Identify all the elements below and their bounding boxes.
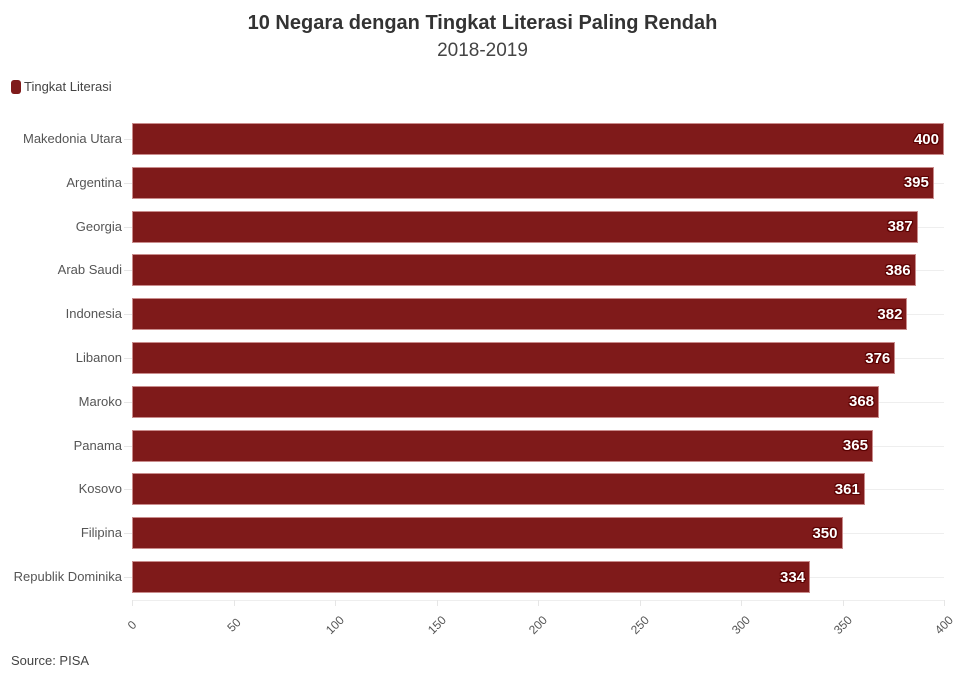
bar-value-label: 376 [865, 349, 891, 367]
y-axis-label: Georgia [75, 218, 122, 234]
legend[interactable]: Tingkat Literasi [11, 79, 112, 94]
x-tick [335, 600, 336, 606]
bar[interactable]: 361 [132, 473, 865, 506]
bar[interactable]: 350 [132, 517, 843, 550]
bar[interactable]: 395 [132, 166, 934, 199]
y-tick [124, 445, 132, 447]
y-axis-label: Panama [73, 437, 122, 453]
bar-value-label: 334 [779, 568, 806, 586]
y-axis-label: Makedonia Utara [23, 131, 122, 146]
x-tick-label: 150 [424, 612, 449, 638]
x-tick-label: 100 [322, 612, 348, 638]
plot-area: Makedonia Utara 400 Argentina 395 Georgia 387… [14, 118, 956, 637]
x-tick-label: 300 [728, 612, 754, 638]
source-note: Source: PISA [11, 653, 90, 668]
y-axis-label: Argentina [66, 174, 122, 190]
x-tick-label: 350 [830, 612, 855, 638]
bar-value-label: 368 [849, 393, 875, 411]
y-axis-label: Republik Dominika [13, 569, 122, 584]
x-tick [132, 600, 133, 606]
x-tick-label: 400 [931, 612, 957, 638]
x-tick [233, 600, 235, 606]
y-tick [124, 577, 132, 578]
x-tick-label: 50 [223, 615, 244, 635]
x-tick [436, 600, 438, 606]
y-axis-label: Kosovo [78, 481, 122, 497]
bar[interactable]: 382 [132, 298, 908, 331]
x-tick-label: 250 [627, 612, 652, 638]
chart-subtitle: 2018-2019 [437, 40, 528, 61]
bar-value-label: 361 [834, 480, 860, 498]
chart-title: 10 Negara dengan Tingkat Literasi Paling… [247, 12, 718, 34]
x-tick [639, 600, 641, 606]
bar[interactable]: 365 [132, 429, 873, 462]
y-tick [124, 182, 132, 184]
y-tick [124, 139, 132, 140]
bar[interactable]: 376 [132, 342, 896, 374]
y-axis-label: Filipina [80, 525, 122, 541]
bar-value-label: 395 [903, 174, 929, 192]
legend-label: Tingkat Literasi [24, 79, 112, 94]
bar-value-label: 382 [877, 305, 903, 323]
bar-value-label: 386 [885, 261, 911, 279]
x-tick-label: 200 [525, 612, 551, 638]
x-tick [741, 600, 742, 606]
y-tick [124, 489, 132, 491]
bar[interactable]: 400 [132, 123, 944, 155]
bar[interactable]: 386 [132, 254, 916, 287]
y-axis-label: Indonesia [65, 306, 122, 322]
y-tick [124, 226, 132, 228]
bar-value-label: 387 [887, 218, 913, 236]
bar[interactable]: 334 [132, 561, 811, 593]
bar[interactable]: 387 [132, 210, 918, 243]
bar-value-label: 365 [842, 437, 868, 455]
y-tick [124, 401, 132, 403]
y-axis-label: Libanon [75, 350, 122, 365]
x-tick [842, 600, 844, 606]
y-tick [124, 533, 132, 535]
bar-value-label: 350 [812, 524, 838, 542]
y-axis-label: Arab Saudi [57, 262, 122, 278]
x-tick-label: 0 [124, 617, 140, 633]
bar[interactable]: 368 [132, 385, 880, 418]
y-axis-label: Maroko [78, 393, 122, 409]
y-tick [124, 314, 132, 316]
y-tick [124, 270, 132, 272]
y-tick [124, 358, 132, 359]
x-tick [538, 600, 539, 606]
bar-value-label: 400 [913, 130, 939, 148]
x-tick [944, 600, 945, 606]
legend-swatch-icon [11, 79, 21, 94]
